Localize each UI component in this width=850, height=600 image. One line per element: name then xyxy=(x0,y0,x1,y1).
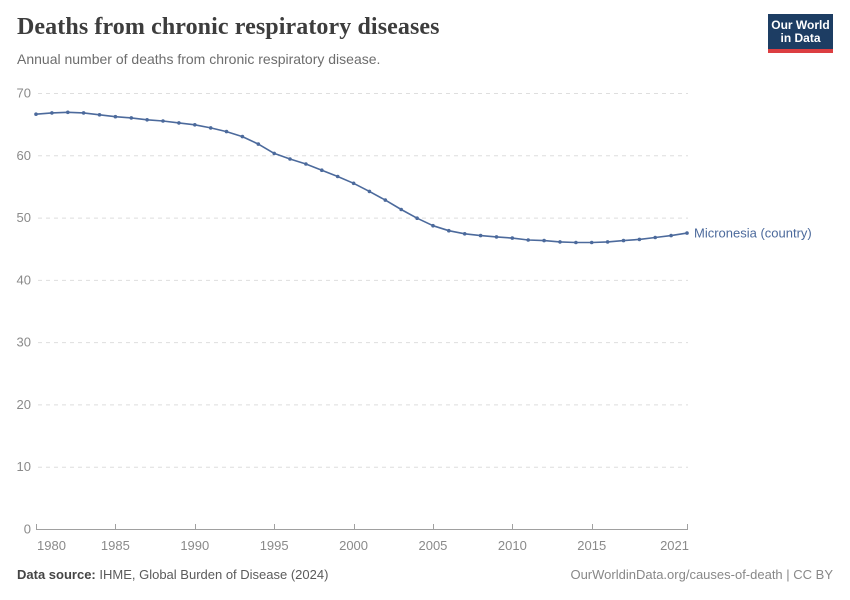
data-point-marker xyxy=(494,235,499,239)
data-point-marker xyxy=(272,151,277,156)
data-point-marker xyxy=(240,134,245,139)
y-axis-tick-label: 60 xyxy=(17,148,31,163)
x-axis-tick-label: 2000 xyxy=(339,538,368,553)
data-point-marker xyxy=(653,235,657,240)
data-source-text: IHME, Global Burden of Disease (2024) xyxy=(99,567,329,582)
y-axis-tick-label: 50 xyxy=(17,210,31,225)
data-point-marker xyxy=(97,113,102,117)
data-point-marker xyxy=(320,168,324,172)
data-point-marker xyxy=(113,114,118,119)
data-point-marker xyxy=(637,237,642,242)
data-point-marker xyxy=(383,198,388,202)
data-point-marker xyxy=(669,233,673,238)
y-axis-tick-label: 0 xyxy=(24,522,31,537)
data-point-marker xyxy=(462,232,467,236)
data-point-marker xyxy=(304,162,308,166)
x-axis-tick-label: 2021 xyxy=(660,538,689,553)
x-axis-tick-label: 2015 xyxy=(577,538,606,553)
data-point-marker xyxy=(129,116,134,120)
data-point-marker xyxy=(208,126,213,130)
data-point-marker xyxy=(605,240,610,244)
data-point-marker xyxy=(145,118,149,122)
data-point-marker xyxy=(574,240,578,245)
series-line xyxy=(35,111,688,244)
owid-logo-line1: Our World xyxy=(771,18,830,32)
data-point-marker xyxy=(66,110,70,115)
data-point-marker xyxy=(50,111,54,115)
x-axis-tick-label: 1980 xyxy=(37,538,66,553)
credit-link[interactable]: OurWorldinData.org/causes-of-death | CC … xyxy=(570,567,833,582)
data-point-marker xyxy=(34,112,38,116)
x-axis-tick-label: 2010 xyxy=(498,538,527,553)
y-axis-tick-label: 20 xyxy=(17,397,31,412)
data-source-label: Data source: xyxy=(17,567,96,582)
data-point-marker xyxy=(193,123,197,127)
y-axis-tick-label: 10 xyxy=(17,459,31,474)
x-axis-tick-label: 1995 xyxy=(260,538,289,553)
data-point-marker xyxy=(685,231,689,235)
data-source-note: Data source: IHME, Global Burden of Dise… xyxy=(17,567,328,582)
data-point-marker xyxy=(177,121,181,125)
chart-footer: Data source: IHME, Global Burden of Dise… xyxy=(17,567,833,582)
data-point-marker xyxy=(415,216,419,220)
owid-logo: Our World in Data xyxy=(768,14,833,53)
data-point-marker xyxy=(431,223,435,228)
y-axis-tick-label: 70 xyxy=(17,86,31,101)
y-axis-tick-label: 40 xyxy=(17,272,31,287)
data-point-marker xyxy=(367,189,372,194)
x-axis-tick-label: 1990 xyxy=(180,538,209,553)
page-subtitle: Annual number of deaths from chronic res… xyxy=(17,51,381,67)
x-axis-tick-label: 2005 xyxy=(418,538,447,553)
y-axis-tick-label: 30 xyxy=(17,335,31,350)
data-point-marker xyxy=(81,111,86,115)
data-point-marker xyxy=(224,129,229,134)
data-point-marker xyxy=(558,240,562,244)
x-axis-tick-label: 1985 xyxy=(101,538,130,553)
data-point-marker xyxy=(542,238,546,243)
data-point-marker xyxy=(478,233,483,238)
data-point-marker xyxy=(447,228,451,233)
data-point-marker xyxy=(399,207,404,212)
data-point-marker xyxy=(589,240,594,245)
data-point-marker xyxy=(510,236,515,240)
data-point-marker xyxy=(351,181,356,186)
data-point-marker xyxy=(288,157,292,161)
series-end-label: Micronesia (country) xyxy=(694,226,812,241)
data-point-marker xyxy=(335,174,340,179)
data-point-marker xyxy=(256,142,261,146)
page-title: Deaths from chronic respiratory diseases xyxy=(17,14,440,40)
owid-logo-line2: in Data xyxy=(780,31,821,45)
data-point-marker xyxy=(621,238,626,243)
data-point-marker xyxy=(526,238,530,242)
data-point-marker xyxy=(161,119,165,123)
